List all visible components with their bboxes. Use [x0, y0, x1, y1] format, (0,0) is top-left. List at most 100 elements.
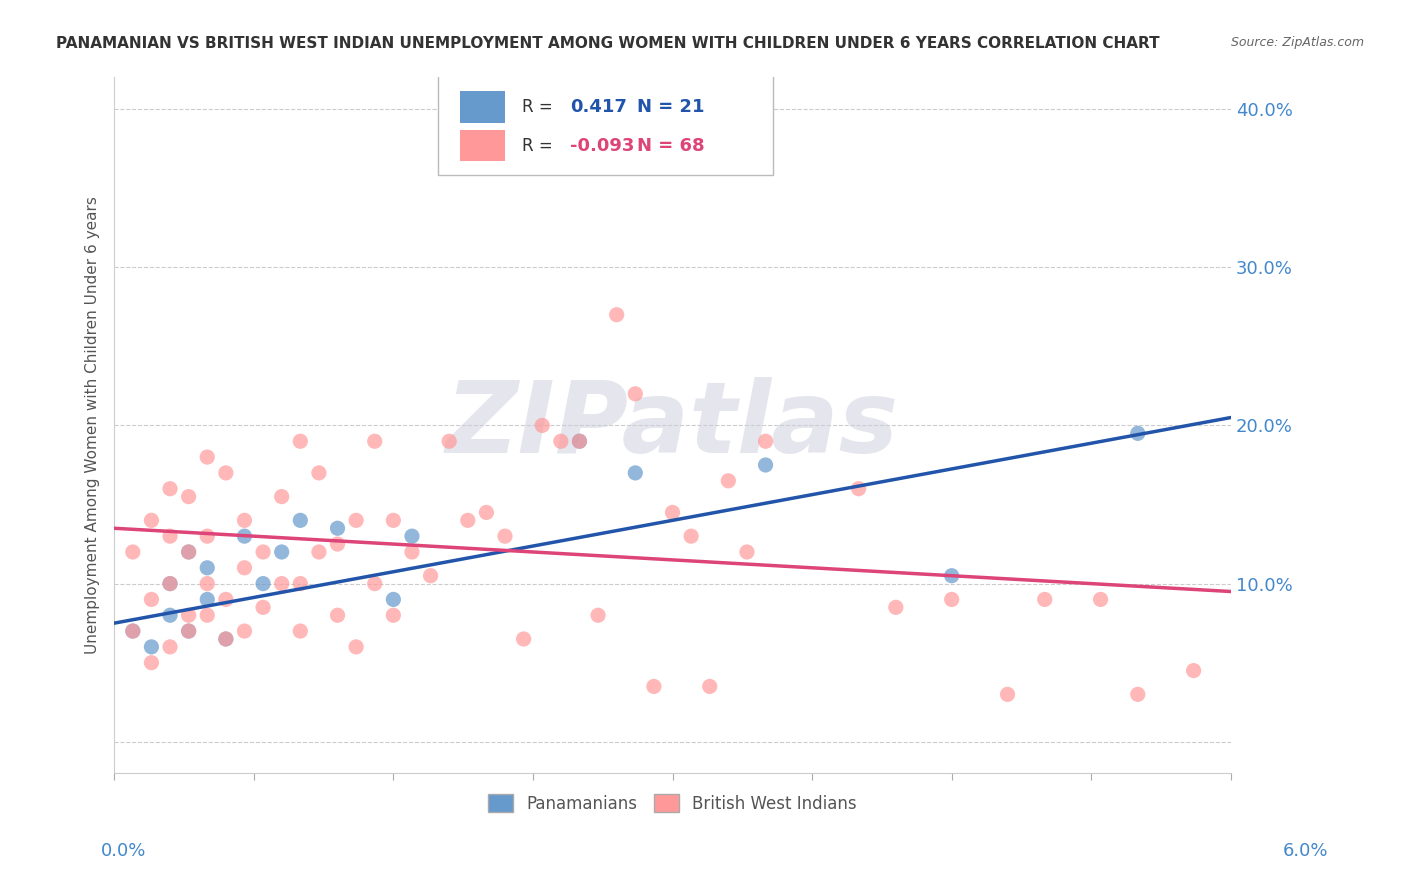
Point — [326, 521, 349, 535]
Text: N = 21: N = 21 — [637, 98, 704, 116]
Text: Source: ZipAtlas.com: Source: ZipAtlas.com — [1230, 36, 1364, 49]
Point — [586, 608, 609, 623]
Point — [215, 466, 238, 480]
Point — [233, 561, 256, 575]
Point — [159, 608, 181, 623]
Point — [755, 458, 778, 472]
Point — [661, 505, 683, 519]
Point — [177, 624, 200, 638]
Point — [270, 490, 292, 504]
Point — [437, 434, 460, 449]
Point — [401, 529, 423, 543]
Point — [457, 513, 479, 527]
Point — [159, 640, 181, 654]
Point — [159, 576, 181, 591]
Point — [344, 513, 367, 527]
Point — [290, 513, 312, 527]
Point — [717, 474, 740, 488]
Text: N = 68: N = 68 — [637, 136, 704, 154]
Point — [848, 482, 870, 496]
Legend: Panamanians, British West Indians: Panamanians, British West Indians — [477, 783, 869, 824]
Point — [1126, 426, 1149, 441]
Point — [252, 545, 274, 559]
Point — [624, 386, 647, 401]
Point — [568, 434, 591, 449]
Point — [512, 632, 534, 646]
Point — [141, 513, 163, 527]
Point — [121, 624, 143, 638]
Point — [364, 576, 387, 591]
Point — [308, 545, 330, 559]
Point — [233, 513, 256, 527]
Point — [290, 576, 312, 591]
Point — [531, 418, 554, 433]
Point — [215, 632, 238, 646]
Point — [568, 434, 591, 449]
Point — [884, 600, 907, 615]
Point — [755, 434, 778, 449]
Point — [344, 640, 367, 654]
Point — [177, 545, 200, 559]
Text: R =: R = — [522, 136, 558, 154]
Point — [475, 505, 498, 519]
Point — [326, 608, 349, 623]
Point — [401, 545, 423, 559]
Text: -0.093: -0.093 — [569, 136, 634, 154]
Bar — [460, 129, 505, 161]
Point — [159, 482, 181, 496]
Point — [177, 490, 200, 504]
Point — [195, 529, 218, 543]
Text: 0.417: 0.417 — [569, 98, 627, 116]
Point — [419, 568, 441, 582]
Point — [1182, 664, 1205, 678]
Point — [1090, 592, 1112, 607]
Text: R =: R = — [522, 98, 558, 116]
Point — [997, 687, 1019, 701]
Point — [606, 308, 628, 322]
Point — [195, 592, 218, 607]
Point — [1126, 687, 1149, 701]
Point — [735, 545, 758, 559]
Point — [270, 545, 292, 559]
Point — [382, 513, 405, 527]
Text: ZIPatlas: ZIPatlas — [446, 377, 898, 474]
Point — [290, 624, 312, 638]
Text: 6.0%: 6.0% — [1284, 842, 1329, 860]
Point — [643, 680, 665, 694]
Point — [215, 592, 238, 607]
Point — [159, 529, 181, 543]
Point — [699, 680, 721, 694]
Point — [494, 529, 516, 543]
Point — [141, 656, 163, 670]
Point — [364, 434, 387, 449]
Point — [177, 545, 200, 559]
Point — [382, 592, 405, 607]
Point — [233, 529, 256, 543]
Point — [121, 545, 143, 559]
Point — [177, 624, 200, 638]
Point — [270, 576, 292, 591]
Point — [308, 466, 330, 480]
Point — [252, 576, 274, 591]
Point — [177, 608, 200, 623]
Text: 0.0%: 0.0% — [101, 842, 146, 860]
Point — [1033, 592, 1056, 607]
Point — [941, 568, 963, 582]
Point — [290, 434, 312, 449]
FancyBboxPatch shape — [439, 70, 773, 175]
Point — [195, 576, 218, 591]
Point — [195, 608, 218, 623]
Point — [382, 608, 405, 623]
Point — [326, 537, 349, 551]
Point — [141, 592, 163, 607]
Point — [121, 624, 143, 638]
Point — [624, 466, 647, 480]
Point — [141, 640, 163, 654]
Point — [941, 592, 963, 607]
Bar — [460, 91, 505, 123]
Point — [215, 632, 238, 646]
Point — [681, 529, 703, 543]
Text: PANAMANIAN VS BRITISH WEST INDIAN UNEMPLOYMENT AMONG WOMEN WITH CHILDREN UNDER 6: PANAMANIAN VS BRITISH WEST INDIAN UNEMPL… — [56, 36, 1160, 51]
Point — [252, 600, 274, 615]
Point — [233, 624, 256, 638]
